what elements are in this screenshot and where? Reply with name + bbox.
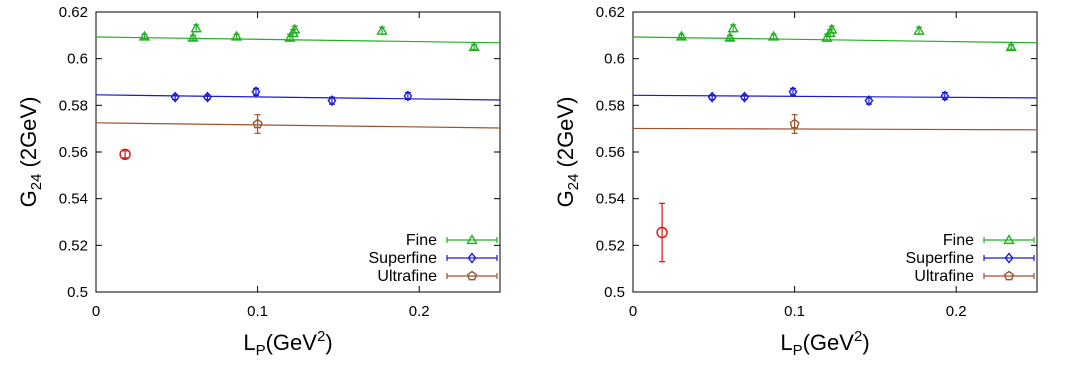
- data-point-fine: [913, 24, 925, 35]
- y-tick-label: 0.62: [596, 4, 625, 21]
- legend-entry-ultrafine: Ultrafine: [377, 268, 498, 285]
- legend-entry-fine: Fine: [943, 232, 1035, 249]
- y-tick-label: 0.56: [596, 144, 625, 161]
- y-tick-label: 0.54: [596, 191, 625, 208]
- data-point-superfine: [203, 91, 213, 103]
- legend-label: Fine: [406, 232, 437, 249]
- x-tick-label: 0: [92, 303, 100, 320]
- x-axis-label: LP(GeV2): [780, 328, 869, 359]
- x-tick-label: 0.2: [946, 303, 967, 320]
- series-superfine: [632, 86, 1038, 107]
- legend-marker-superfine: [467, 252, 477, 264]
- legend-marker-superfine: [1004, 252, 1014, 264]
- y-tick-label: 0.5: [67, 284, 88, 301]
- data-point-fine: [187, 31, 199, 42]
- fit-line-ultrafine: [632, 127, 1038, 131]
- y-tick-label: 0.52: [596, 237, 625, 254]
- legend-label: Superfine: [906, 250, 975, 267]
- data-point-fine: [284, 31, 296, 42]
- data-point-fine: [376, 24, 388, 35]
- series-superfine: [95, 86, 501, 107]
- chart-right-svg: 0.5 0.52 0.54 0.56 0.58 0.6 0.62 0 0.1 0.2 LP(GeV2…: [553, 4, 1038, 359]
- data-point-ultrafine: [252, 118, 263, 129]
- x-tick-label: 0.1: [247, 303, 268, 320]
- plot-frame-right: [632, 11, 1038, 293]
- x-tick-label: 0.2: [409, 303, 430, 320]
- y-axis-label: G24 (2GeV): [553, 97, 582, 208]
- data-point-extrapolated: [119, 148, 131, 161]
- data-point-superfine: [251, 86, 261, 98]
- series-fine: [95, 22, 501, 52]
- data-point-superfine: [864, 95, 874, 107]
- legend-marker-ultrafine: [466, 270, 478, 281]
- fit-line-superfine: [95, 94, 501, 101]
- legend-marker-ultrafine: [1003, 270, 1015, 281]
- data-point-fine: [138, 30, 151, 41]
- legend-label: Superfine: [369, 250, 438, 267]
- chart-left-svg: 0.5 0.52 0.54 0.56 0.58 0.6 0.62 0 0.1 0.2 LP(GeV2…: [16, 4, 501, 359]
- data-point-fine: [289, 23, 301, 34]
- y-tick-label: 0.56: [59, 144, 88, 161]
- y-tick-label: 0.58: [596, 97, 625, 114]
- y-tick-label: 0.52: [59, 237, 88, 254]
- fit-line-ultrafine: [95, 122, 501, 129]
- y-tick-label: 0.58: [59, 97, 88, 114]
- legend-entry-fine: Fine: [406, 232, 498, 249]
- data-point-fine: [468, 41, 480, 52]
- legend-label: Ultrafine: [914, 268, 974, 285]
- x-axis-label: LP(GeV2): [243, 328, 332, 359]
- data-point-fine: [1005, 41, 1017, 52]
- y-tick-label: 0.54: [59, 191, 88, 208]
- x-tick-label: 0.1: [784, 303, 805, 320]
- data-point-fine: [826, 23, 838, 34]
- legend-label: Ultrafine: [377, 268, 437, 285]
- fit-line-fine: [95, 36, 501, 44]
- y-tick-label: 0.62: [59, 4, 88, 21]
- legend-label: Fine: [943, 232, 974, 249]
- legend-entry-superfine: Superfine: [906, 250, 1035, 267]
- series-extrapolated: [656, 202, 668, 263]
- y-axis-label: G24 (2GeV): [16, 97, 45, 208]
- chart-right: 0.5 0.52 0.54 0.56 0.58 0.6 0.62 0 0.1 0.2 LP(GeV2…: [537, 0, 1074, 361]
- chart-left: 0.5 0.52 0.54 0.56 0.58 0.6 0.62 0 0.1 0.2 LP(GeV2…: [0, 0, 537, 361]
- data-point-fine: [724, 31, 736, 42]
- x-tick-label: 0: [629, 303, 637, 320]
- data-point-superfine: [403, 90, 413, 102]
- data-point-superfine: [707, 91, 717, 103]
- y-tick-label: 0.6: [67, 51, 88, 68]
- data-point-superfine: [940, 90, 950, 102]
- legend-entry-superfine: Superfine: [369, 250, 498, 267]
- series-fine: [632, 22, 1038, 52]
- fit-line-superfine: [632, 94, 1038, 99]
- plot-frame-left: [95, 11, 501, 293]
- legend-marker-fine: [466, 234, 478, 245]
- data-point-superfine: [170, 91, 180, 103]
- data-point-ultrafine: [789, 118, 800, 129]
- data-point-extrapolated: [656, 226, 668, 239]
- y-tick-label: 0.6: [604, 51, 625, 68]
- series-extrapolated: [119, 148, 131, 161]
- legend-marker-fine: [1003, 234, 1015, 245]
- data-point-fine: [767, 30, 780, 41]
- data-point-fine: [821, 31, 833, 42]
- series-ultrafine: [632, 114, 1038, 134]
- legend-entry-ultrafine: Ultrafine: [914, 268, 1035, 285]
- data-point-fine: [727, 22, 739, 33]
- data-point-superfine: [327, 95, 337, 107]
- data-point-superfine: [788, 86, 798, 98]
- y-tick-label: 0.5: [604, 284, 625, 301]
- data-point-fine: [675, 30, 688, 41]
- data-point-fine: [230, 30, 243, 41]
- data-point-fine: [190, 22, 202, 33]
- series-ultrafine: [95, 114, 501, 134]
- data-point-superfine: [740, 91, 750, 103]
- fit-line-fine: [632, 36, 1038, 44]
